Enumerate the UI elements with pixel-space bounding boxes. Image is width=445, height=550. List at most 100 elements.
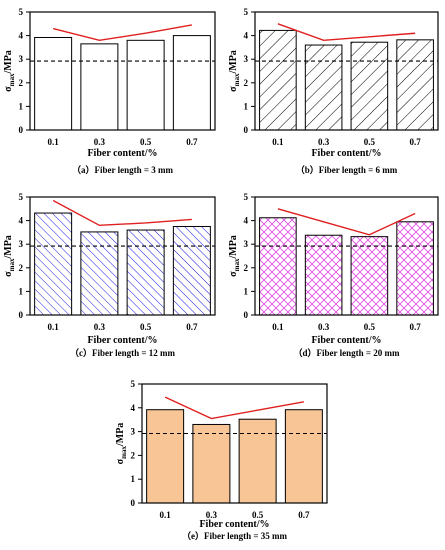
x-tick-label-b-0: 0.1 — [272, 137, 284, 147]
panel-e: 0 1 2 3 4 5 0.1 0.3 0.5 0.7 Fiber content/%（e）Fibe… — [115, 379, 328, 541]
trend-line-c — [52, 199, 192, 227]
y-tick-label-b-2: 2 — [244, 78, 249, 88]
x-axis-label-c: Fiber content/% — [87, 335, 157, 346]
x-tick-label-b-3: 0.7 — [410, 137, 422, 147]
panel-d: 0 1 2 3 4 5 0.1 0.3 0.5 0.7 Fiber content/% （d）Fibe… — [228, 192, 439, 358]
y-axis-label-b: σmax/MPa — [228, 50, 241, 92]
y-tick-label-e-4: 4 — [131, 403, 136, 413]
x-tick-label-c-2: 0.5 — [140, 322, 152, 332]
y-tick-label-d-5: 5 — [244, 192, 249, 202]
caption-b: （b）Fiber length = 6 mm — [296, 165, 398, 175]
bar-e-2 — [239, 419, 277, 503]
y-tick-label-b-4: 4 — [244, 31, 249, 41]
y-tick-label-b-1: 1 — [244, 101, 249, 111]
bar-pattern-d-0 — [259, 217, 297, 315]
bar-pattern-c-2 — [127, 230, 165, 315]
x-tick-label-c-0: 0.1 — [48, 322, 60, 332]
bar-pattern-b-2 — [351, 42, 388, 130]
y-tick-label-c-3: 3 — [19, 239, 24, 249]
y-tick-label-d-0: 0 — [244, 310, 249, 320]
bar-a-0 — [34, 37, 72, 130]
x-tick-label-e-2: 0.5 — [252, 510, 264, 520]
x-tick-label-c-1: 0.3 — [94, 322, 106, 332]
caption-d: （d）Fiber length = 20 mm — [294, 348, 400, 358]
bar-pattern-b-0 — [259, 30, 297, 130]
y-tick-label-a-3: 3 — [19, 54, 24, 64]
bar-pattern-d-2 — [351, 236, 388, 315]
y-tick-label-a-5: 5 — [19, 7, 24, 17]
axes-frame-b — [254, 11, 439, 131]
x-tick-label-d-0: 0.1 — [272, 322, 284, 332]
y-tick-label-e-0: 0 — [131, 498, 136, 508]
bar-pattern-c-3 — [173, 226, 211, 315]
y-tick-label-e-1: 1 — [131, 474, 136, 484]
y-axis-label-d: σmax/MPa — [228, 235, 241, 277]
panel-a: 0 1 2 3 4 5 0.1 0.3 0.5 0.7 Fiber content/% （a）Fibe… — [3, 7, 216, 175]
caption-c: （c）Fiber length = 12 mm — [70, 348, 175, 358]
x-tick-label-e-1: 0.3 — [206, 510, 218, 520]
x-tick-label-e-3: 0.7 — [298, 510, 310, 520]
bar-pattern-c-1 — [80, 231, 118, 315]
x-tick-label-b-2: 0.5 — [364, 137, 376, 147]
y-tick-label-d-2: 2 — [244, 263, 249, 273]
y-tick-label-c-0: 0 — [19, 310, 24, 320]
x-tick-label-a-3: 0.7 — [186, 137, 198, 147]
axes-frame-c — [29, 196, 216, 316]
bar-pattern-d-1 — [305, 235, 342, 315]
y-tick-label-b-3: 3 — [244, 54, 249, 64]
y-tick-label-b-5: 5 — [244, 7, 249, 17]
x-tick-label-d-1: 0.3 — [318, 322, 330, 332]
x-tick-label-b-1: 0.3 — [318, 137, 330, 147]
y-tick-label-a-2: 2 — [19, 78, 24, 88]
bar-e-3 — [285, 409, 323, 503]
x-tick-label-a-2: 0.5 — [140, 137, 152, 147]
axes-frame-a — [29, 11, 216, 131]
y-tick-label-a-0: 0 — [19, 125, 24, 135]
trend-line-e — [164, 396, 304, 420]
bar-pattern-d-3 — [396, 221, 434, 315]
y-axis-label-a: σmax/MPa — [3, 50, 16, 92]
y-tick-label-c-1: 1 — [19, 286, 24, 296]
x-tick-label-d-3: 0.7 — [410, 322, 422, 332]
bar-e-0 — [146, 409, 184, 503]
bar-pattern-c-0 — [34, 213, 72, 315]
y-tick-label-d-3: 3 — [244, 239, 249, 249]
y-tick-label-c-5: 5 — [19, 192, 24, 202]
y-tick-label-b-0: 0 — [244, 125, 249, 135]
axes-frame-e — [141, 383, 328, 504]
y-tick-label-c-2: 2 — [19, 263, 24, 273]
x-axis-label-a: Fiber content/% — [87, 148, 157, 159]
bar-e-1 — [192, 424, 230, 503]
y-tick-label-d-4: 4 — [244, 216, 249, 226]
x-axis-label-b: Fiber content/% — [311, 148, 381, 159]
x-tick-label-a-1: 0.3 — [94, 137, 106, 147]
y-tick-label-e-5: 5 — [131, 379, 136, 389]
caption-a: （a）Fiber length = 3 mm — [72, 165, 173, 175]
x-tick-label-d-2: 0.5 — [364, 322, 376, 332]
x-tick-label-e-0: 0.1 — [160, 510, 172, 520]
bar-a-1 — [80, 43, 118, 130]
x-axis-label-e: Fiber content/% — [199, 519, 269, 530]
y-axis-label-e: σmax/MPa — [115, 423, 128, 465]
axes-frame-d — [254, 196, 439, 316]
x-tick-label-c-3: 0.7 — [186, 322, 198, 332]
y-tick-label-d-1: 1 — [244, 286, 249, 296]
y-tick-label-c-4: 4 — [19, 216, 24, 226]
trend-line-a — [52, 24, 192, 42]
bar-pattern-b-3 — [396, 39, 434, 130]
y-tick-label-a-1: 1 — [19, 101, 24, 111]
panel-b: 0 1 2 3 4 5 0.1 0.3 0.5 0.7 Fiber content/% （b）Fibe… — [228, 7, 439, 175]
y-tick-label-a-4: 4 — [19, 31, 24, 41]
y-axis-label-c: σmax/MPa — [3, 235, 16, 277]
y-tick-label-e-3: 3 — [131, 427, 136, 437]
x-tick-label-a-0: 0.1 — [48, 137, 60, 147]
x-axis-label-d: Fiber content/% — [311, 335, 381, 346]
panel-c: 0 1 2 3 4 5 0.1 0.3 0.5 0.7 Fiber content/% （c）Fibe… — [3, 192, 216, 358]
y-tick-label-e-2: 2 — [131, 450, 136, 460]
bar-a-3 — [173, 35, 211, 130]
caption-e: （e）Fiber length = 35 mm — [182, 531, 287, 541]
trend-line-b — [277, 23, 416, 42]
bar-pattern-b-1 — [305, 45, 342, 130]
trend-line-d — [277, 208, 416, 236]
